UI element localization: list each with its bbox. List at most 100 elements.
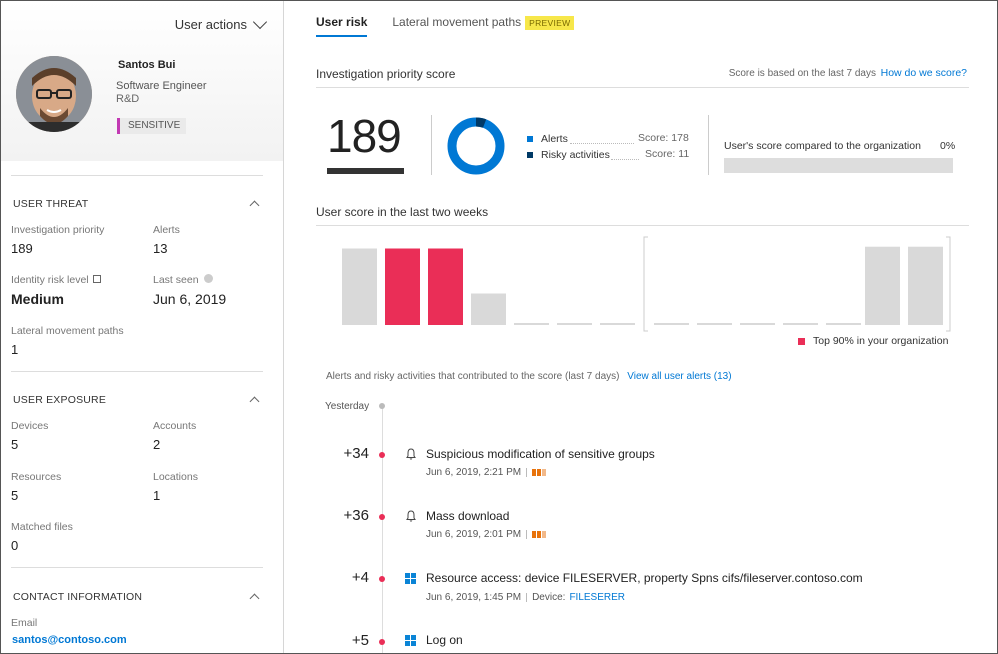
score-donut-chart <box>447 117 505 175</box>
timeline-day-label: Yesterday <box>325 401 370 412</box>
org-comparison-label: User's score compared to the organizatio… <box>724 140 921 152</box>
event-title[interactable]: Suspicious modification of sensitive gro… <box>426 447 655 461</box>
chart-bar[interactable] <box>342 248 377 326</box>
how-do-we-score-link[interactable]: How do we score? <box>880 67 967 79</box>
divider <box>431 115 432 175</box>
chart-bar[interactable] <box>826 323 861 325</box>
legend-alerts-label: Alerts <box>541 133 568 145</box>
windows-icon <box>405 573 417 585</box>
last-seen-label-text: Last seen <box>153 274 199 286</box>
org-comparison-percent: 0% <box>940 140 956 152</box>
chart-legend: Top 90% in your organization <box>798 335 948 347</box>
user-name: Santos Bui <box>118 59 176 71</box>
user-actions-menu[interactable]: User actions <box>174 14 268 32</box>
alerts-swatch <box>527 136 533 142</box>
investigation-priority-value: 189 <box>11 241 33 256</box>
event-score-delta: +36 <box>343 507 369 524</box>
tab-lateral-label: Lateral movement paths <box>392 15 522 29</box>
resources-value: 5 <box>11 488 19 503</box>
preview-badge: PREVIEW <box>525 16 575 30</box>
event-timestamp: Jun 6, 2019, 2:01 PM <box>426 529 522 540</box>
collapse-user-exposure-icon[interactable] <box>249 396 260 407</box>
contributing-activities-header: Alerts and risky activities that contrib… <box>326 371 732 382</box>
chart-bar[interactable] <box>654 323 689 325</box>
divider <box>11 371 263 372</box>
event-score-delta: +34 <box>343 445 369 462</box>
collapse-contact-icon[interactable] <box>249 593 260 604</box>
priority-score-underline <box>327 168 404 174</box>
chart-legend-label: Top 90% in your organization <box>813 335 949 347</box>
user-actions-label: User actions <box>174 17 247 32</box>
event-meta: Jun 6, 2019, 2:21 PM <box>426 467 547 478</box>
top90-swatch <box>798 337 805 345</box>
priority-score: 189 <box>327 110 402 162</box>
bell-icon <box>406 448 416 460</box>
email-link[interactable]: santos@contoso.com <box>12 634 127 646</box>
external-link-icon[interactable] <box>92 275 101 283</box>
event-score-delta: +5 <box>351 632 369 649</box>
chart-bar[interactable] <box>908 246 943 325</box>
tab-lateral-movement-paths[interactable]: Lateral movement paths PREVIEW <box>392 15 575 37</box>
event-title[interactable]: Log on <box>426 633 463 647</box>
chart-bar[interactable] <box>514 323 549 325</box>
tab-user-risk[interactable]: User risk <box>316 15 368 37</box>
accounts-label: Accounts <box>153 420 197 432</box>
event-meta: Jun 6, 2019, 2:01 PM <box>426 529 547 540</box>
info-icon[interactable] <box>203 274 213 283</box>
chart-bar[interactable] <box>783 323 818 325</box>
user-threat-title: USER THREAT <box>13 198 89 210</box>
alerts-value: 13 <box>153 241 168 256</box>
chart-bar[interactable] <box>471 293 506 326</box>
contributing-activities-text: Alerts and risky activities that contrib… <box>326 371 620 382</box>
view-all-alerts-link[interactable]: View all user alerts (13) <box>627 371 732 382</box>
legend-risky: Risky activities <box>527 149 610 161</box>
user-department: R&D <box>116 93 140 105</box>
score-note: Score is based on the last 7 days <box>728 68 876 79</box>
chart-bar[interactable] <box>740 323 775 325</box>
event-timestamp: Jun 6, 2019, 1:45 PM <box>426 592 522 603</box>
event-meta: Jun 6, 2019, 1:45 PM Device: FILESERER <box>426 592 625 603</box>
device-label: Device: <box>532 592 566 603</box>
matched-files-value: 0 <box>11 538 19 553</box>
leader-dots <box>570 143 634 144</box>
leader-dots <box>611 159 639 160</box>
alerts-score: Score: 178 <box>638 132 689 144</box>
donut-risky-segment <box>447 117 505 175</box>
collapse-user-threat-icon[interactable] <box>249 200 260 211</box>
event-timestamp: Jun 6, 2019, 2:21 PM <box>426 467 522 478</box>
last-seen-label: Last seen <box>153 274 213 286</box>
email-label: Email <box>11 617 38 629</box>
divider <box>708 115 709 175</box>
device-link[interactable]: FILESERER <box>569 592 626 603</box>
locations-label: Locations <box>153 471 198 483</box>
chart-bar[interactable] <box>428 248 463 326</box>
user-profile-panel: User actions Santos Bui Software Enginee… <box>1 1 284 653</box>
event-title[interactable]: Resource access: device FILESERVER, prop… <box>426 571 863 585</box>
timeline-event-dot <box>379 452 385 458</box>
identity-risk-value: Medium <box>11 291 64 307</box>
chart-bar[interactable] <box>697 323 732 325</box>
chart-bar[interactable] <box>600 323 635 325</box>
chart-bar[interactable] <box>865 246 900 325</box>
legend-alerts: Alerts <box>527 133 568 145</box>
donut-alerts-segment <box>447 117 505 175</box>
divider <box>316 225 969 226</box>
severity-indicator <box>532 531 547 538</box>
chart-bar[interactable] <box>557 323 592 325</box>
investigation-priority-score-title: Investigation priority score <box>316 67 456 81</box>
accounts-value: 2 <box>153 437 161 452</box>
chart-bar[interactable] <box>385 248 420 326</box>
alerts-label: Alerts <box>153 224 180 236</box>
resources-label: Resources <box>11 471 62 483</box>
bell-icon <box>406 510 416 522</box>
event-title[interactable]: Mass download <box>426 509 510 523</box>
sensitive-tag: SENSITIVE <box>117 118 187 134</box>
two-weeks-bar-chart <box>342 236 951 332</box>
week-bracket-left <box>643 236 648 332</box>
identity-risk-label: Identity risk level <box>11 274 101 286</box>
separator <box>526 593 528 602</box>
week-bracket-right <box>946 236 951 332</box>
risky-swatch <box>527 152 533 158</box>
tab-bar: User risk Lateral movement paths PREVIEW <box>316 15 575 37</box>
